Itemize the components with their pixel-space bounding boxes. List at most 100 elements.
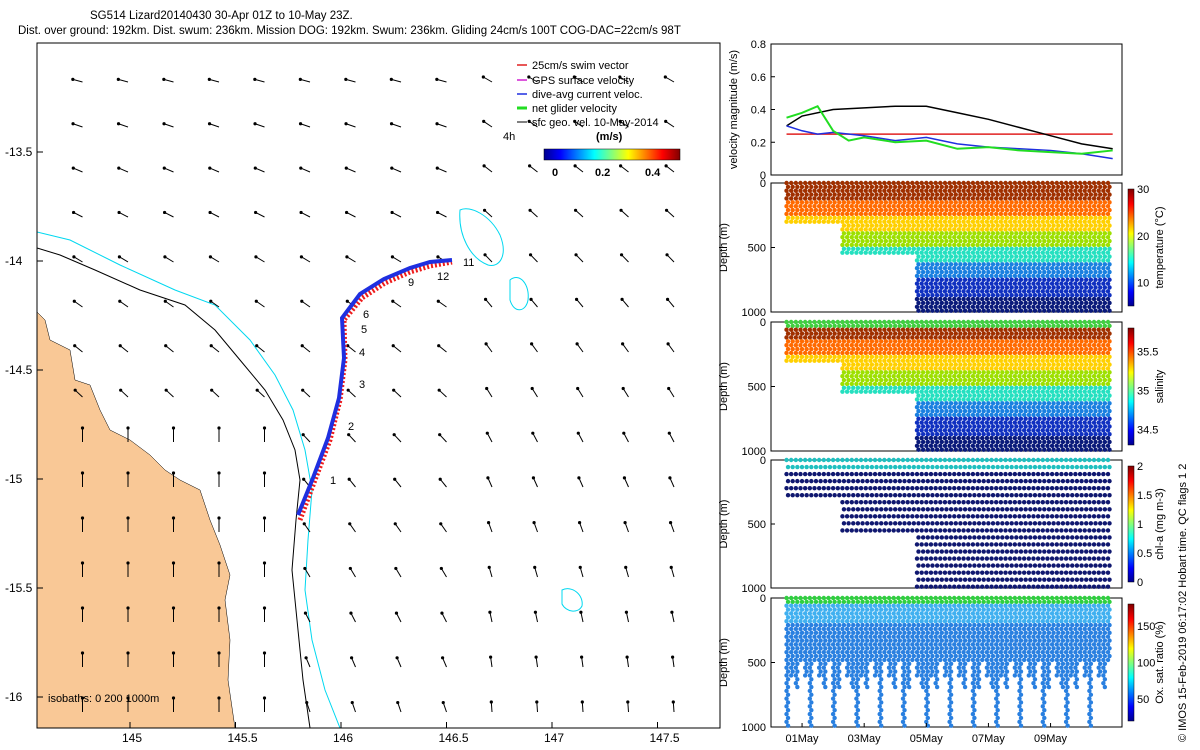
profile-sample bbox=[1088, 346, 1094, 352]
profile-sample bbox=[821, 211, 827, 217]
profile-sample bbox=[1082, 381, 1087, 387]
profile-sample bbox=[865, 478, 870, 484]
profile-sample bbox=[832, 339, 837, 344]
geo-arrow-head bbox=[391, 344, 395, 348]
profile-sample bbox=[865, 223, 870, 228]
profile-sample bbox=[1065, 231, 1070, 236]
profile-sample bbox=[981, 231, 986, 236]
profile-sample bbox=[863, 227, 868, 232]
profile-sample bbox=[844, 373, 850, 379]
geo-arrow-shaft bbox=[670, 567, 675, 578]
profile-sample bbox=[1023, 408, 1028, 414]
profile-sample bbox=[860, 200, 865, 205]
profile-sample bbox=[863, 319, 868, 325]
profile-sample bbox=[952, 296, 957, 302]
profile-sample bbox=[1074, 424, 1080, 429]
profile-sample bbox=[795, 478, 800, 484]
profile-sample bbox=[967, 447, 972, 452]
profile-sample bbox=[1028, 432, 1033, 437]
profile-sample bbox=[980, 381, 985, 387]
profile-sample bbox=[995, 464, 1000, 470]
profile-sample bbox=[1087, 250, 1092, 255]
profile-sample bbox=[830, 204, 836, 209]
profile-sample bbox=[953, 577, 958, 582]
profile-sample bbox=[1000, 493, 1005, 498]
profile-sample bbox=[1077, 234, 1083, 240]
profile-sample bbox=[1070, 408, 1075, 414]
geo-arrow-shaft bbox=[621, 299, 629, 308]
profile-sample bbox=[972, 207, 977, 213]
profile-sample bbox=[1070, 432, 1075, 437]
profile-sample bbox=[1026, 366, 1032, 371]
profile-sample bbox=[1004, 493, 1010, 498]
profile-sample bbox=[920, 563, 926, 568]
profile-sample bbox=[902, 200, 907, 205]
profile-sample bbox=[993, 381, 999, 387]
profile-sample bbox=[1079, 231, 1084, 236]
profile-sample bbox=[925, 246, 931, 251]
profile-sample bbox=[837, 346, 842, 352]
profile-sample bbox=[1079, 254, 1084, 259]
profile-sample bbox=[1003, 196, 1008, 201]
profile-sample bbox=[882, 514, 887, 519]
geo-arrow-head bbox=[344, 166, 348, 170]
profile-sample bbox=[1021, 443, 1027, 449]
profile-sample bbox=[942, 281, 948, 286]
profile-sample bbox=[879, 464, 884, 470]
profile-sample bbox=[962, 223, 968, 228]
profile-sample bbox=[934, 563, 940, 568]
profile-sample bbox=[818, 192, 823, 197]
profile-sample bbox=[1042, 238, 1047, 244]
profile-sample bbox=[1012, 389, 1018, 394]
geo-arrow-shaft bbox=[74, 300, 83, 308]
profile-sample bbox=[1088, 285, 1094, 290]
profile-sample bbox=[990, 308, 996, 313]
profile-sample bbox=[967, 416, 972, 421]
geo-arrow-head bbox=[392, 388, 396, 392]
profile-sample bbox=[972, 308, 977, 313]
profile-sample bbox=[944, 416, 949, 421]
profile-sample bbox=[849, 227, 854, 232]
profile-sample bbox=[826, 196, 831, 201]
profile-sample bbox=[809, 464, 814, 470]
geo-arrow-shaft bbox=[575, 209, 584, 218]
profile-sample bbox=[1007, 219, 1013, 224]
profile-sample bbox=[981, 346, 986, 352]
profile-sample bbox=[900, 358, 906, 363]
profile-sample bbox=[970, 471, 976, 477]
profile-sample bbox=[869, 231, 875, 236]
profile-sample bbox=[966, 204, 971, 209]
profile-sample bbox=[868, 204, 873, 209]
profile-sample bbox=[832, 200, 837, 205]
profile-sample bbox=[934, 577, 940, 582]
profile-sample bbox=[938, 435, 943, 441]
profile-sample bbox=[858, 471, 864, 477]
profile-sample bbox=[1096, 435, 1101, 441]
profile-sample bbox=[883, 346, 889, 352]
profile-sample bbox=[812, 343, 817, 348]
profile-sample bbox=[891, 350, 896, 356]
geo-arrow-shaft bbox=[439, 478, 447, 488]
profile-sample bbox=[1007, 204, 1013, 209]
profile-sample bbox=[1007, 180, 1013, 186]
profile-sample bbox=[970, 281, 976, 286]
geo-arrow-head bbox=[217, 471, 221, 475]
profile-sample bbox=[1028, 269, 1033, 275]
profile-sample bbox=[970, 234, 976, 240]
profile-sample bbox=[925, 362, 931, 367]
profile-sample bbox=[1007, 570, 1013, 575]
profile-sample bbox=[802, 196, 808, 201]
profile-sample bbox=[942, 211, 948, 217]
profile-sample bbox=[1084, 416, 1089, 421]
profile-sample bbox=[1049, 373, 1055, 379]
profile-sample bbox=[1017, 457, 1022, 463]
profile-sample bbox=[1012, 281, 1018, 286]
profile-sample bbox=[844, 227, 850, 232]
profile-sample bbox=[1098, 401, 1103, 406]
geo-arrow-head bbox=[346, 388, 350, 392]
profile-sample bbox=[1026, 584, 1032, 589]
profile-sample bbox=[1017, 584, 1022, 589]
geo-arrow-head bbox=[528, 253, 533, 257]
profile-sample bbox=[1028, 277, 1033, 282]
profile-sample bbox=[1065, 238, 1070, 244]
